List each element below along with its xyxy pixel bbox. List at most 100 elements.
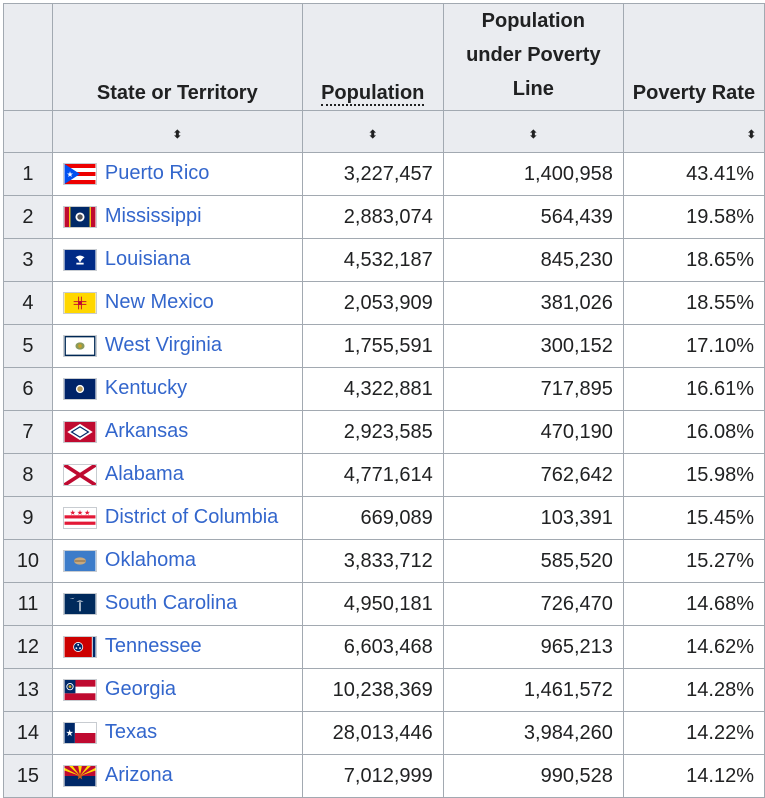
state-cell: Kentucky bbox=[51, 367, 303, 411]
state-link[interactable]: West Virginia bbox=[104, 334, 222, 357]
population-cell: 1,755,591 bbox=[301, 324, 444, 368]
state-link[interactable]: Arizona bbox=[104, 764, 173, 787]
poverty-rate-cell: 14.68% bbox=[622, 582, 765, 626]
state-link[interactable]: New Mexico bbox=[104, 291, 214, 314]
table-row: 4 New Mexico 2,053,909 381,026 18.55% bbox=[3, 281, 765, 325]
state-header[interactable]: State or Territory bbox=[51, 3, 303, 111]
new-mexico-flag-icon[interactable] bbox=[62, 292, 97, 315]
rank-cell: 3 bbox=[3, 238, 53, 282]
table-row: 10 Oklahoma 3,833,712 585,520 15.27% bbox=[3, 539, 765, 583]
georgia-flag-icon[interactable] bbox=[62, 679, 97, 702]
population-sort-button[interactable]: ⬍ bbox=[301, 110, 444, 153]
rank-cell: 5 bbox=[3, 324, 53, 368]
poverty-rate-cell: 43.41% bbox=[622, 152, 765, 196]
state-cell: District of Columbia bbox=[51, 496, 303, 540]
state-link[interactable]: District of Columbia bbox=[104, 506, 279, 529]
state-sort-button[interactable]: ⬍ bbox=[51, 110, 303, 153]
table-row: 7 Arkansas 2,923,585 470,190 16.08% bbox=[3, 410, 765, 454]
table-row: 8 Alabama 4,771,614 762,642 15.98% bbox=[3, 453, 765, 497]
kentucky-flag-icon[interactable] bbox=[62, 378, 97, 401]
sort-icon: ⬍ bbox=[172, 128, 182, 141]
state-link[interactable]: Oklahoma bbox=[104, 549, 197, 572]
rank-cell: 8 bbox=[3, 453, 53, 497]
sort-icon: ⬍ bbox=[368, 128, 378, 141]
poverty-rate-cell: 19.58% bbox=[622, 195, 765, 239]
poverty-population-cell: 3,984,260 bbox=[442, 711, 624, 755]
state-link[interactable]: Tennessee bbox=[104, 635, 202, 658]
population-cell: 10,238,369 bbox=[301, 668, 444, 712]
louisiana-flag-icon[interactable] bbox=[62, 249, 97, 272]
alabama-flag-icon[interactable] bbox=[62, 464, 97, 487]
state-cell: Tennessee bbox=[51, 625, 303, 669]
state-cell: Alabama bbox=[51, 453, 303, 497]
poverty-population-cell: 717,895 bbox=[442, 367, 624, 411]
state-link[interactable]: Kentucky bbox=[104, 377, 188, 400]
tennessee-flag-icon[interactable] bbox=[62, 636, 97, 659]
arkansas-flag-icon[interactable] bbox=[62, 421, 97, 444]
south-carolina-flag-icon[interactable] bbox=[62, 593, 97, 616]
population-cell: 669,089 bbox=[301, 496, 444, 540]
rank-cell: 6 bbox=[3, 367, 53, 411]
poverty-population-cell: 381,026 bbox=[442, 281, 624, 325]
state-cell: Oklahoma bbox=[51, 539, 303, 583]
state-cell: West Virginia bbox=[51, 324, 303, 368]
poverty-table: State or Territory Population Population… bbox=[3, 3, 765, 798]
poverty-rate-cell: 16.61% bbox=[622, 367, 765, 411]
rank-cell: 2 bbox=[3, 195, 53, 239]
poverty-rate-cell: 14.28% bbox=[622, 668, 765, 712]
population-cell: 3,833,712 bbox=[301, 539, 444, 583]
poverty-rate-cell: 15.27% bbox=[622, 539, 765, 583]
population-cell: 28,013,446 bbox=[301, 711, 444, 755]
poverty-population-cell: 103,391 bbox=[442, 496, 624, 540]
table-row: 3 Louisiana 4,532,187 845,230 18.65% bbox=[3, 238, 765, 282]
population-cell: 3,227,457 bbox=[301, 152, 444, 196]
mississippi-flag-icon[interactable] bbox=[62, 206, 97, 229]
state-link[interactable]: Louisiana bbox=[104, 248, 191, 271]
puerto-rico-flag-icon[interactable] bbox=[62, 163, 97, 186]
rank-cell: 1 bbox=[3, 152, 53, 196]
texas-flag-icon[interactable] bbox=[62, 722, 97, 745]
district-of-columbia-flag-icon[interactable] bbox=[62, 507, 97, 530]
table-row: 6 Kentucky 4,322,881 717,895 16.61% bbox=[3, 367, 765, 411]
poverty-rate-cell: 14.62% bbox=[622, 625, 765, 669]
poverty-population-cell: 300,152 bbox=[442, 324, 624, 368]
poverty-population-cell: 470,190 bbox=[442, 410, 624, 454]
state-link[interactable]: Texas bbox=[104, 721, 158, 744]
state-cell: New Mexico bbox=[51, 281, 303, 325]
rank-cell: 10 bbox=[3, 539, 53, 583]
poverty-population-cell: 1,400,958 bbox=[442, 152, 624, 196]
poverty-rate-cell: 14.22% bbox=[622, 711, 765, 755]
rank-cell: 9 bbox=[3, 496, 53, 540]
table-row: 13 Georgia 10,238,369 1,461,572 14.28% bbox=[3, 668, 765, 712]
rank-cell: 12 bbox=[3, 625, 53, 669]
table-row: 2 Mississippi 2,883,074 564,439 19.58% bbox=[3, 195, 765, 239]
state-link[interactable]: Mississippi bbox=[104, 205, 202, 228]
poverty-population-header[interactable]: Population under Poverty Line bbox=[442, 3, 624, 111]
rank-sort-cell bbox=[3, 110, 53, 153]
table-row: 5 West Virginia 1,755,591 300,152 17.10% bbox=[3, 324, 765, 368]
arizona-flag-icon[interactable] bbox=[62, 765, 97, 788]
population-header-label: Population bbox=[321, 82, 425, 106]
poverty-population-cell: 762,642 bbox=[442, 453, 624, 497]
table-row: 12 Tennessee 6,603,468 965,213 14.62% bbox=[3, 625, 765, 669]
rank-header bbox=[3, 3, 53, 111]
poverty-rate-sort-button[interactable]: ⬍ bbox=[622, 110, 765, 153]
poverty-population-sort-button[interactable]: ⬍ bbox=[442, 110, 624, 153]
state-cell: Arkansas bbox=[51, 410, 303, 454]
rank-cell: 11 bbox=[3, 582, 53, 626]
state-link[interactable]: South Carolina bbox=[104, 592, 238, 615]
poverty-rate-header[interactable]: Poverty Rate bbox=[622, 3, 765, 111]
oklahoma-flag-icon[interactable] bbox=[62, 550, 97, 573]
poverty-rate-cell: 18.65% bbox=[622, 238, 765, 282]
state-cell: Georgia bbox=[51, 668, 303, 712]
table-row: 1 Puerto Rico 3,227,457 1,400,958 43.41% bbox=[3, 152, 765, 196]
state-link[interactable]: Georgia bbox=[104, 678, 177, 701]
poverty-rate-cell: 17.10% bbox=[622, 324, 765, 368]
population-header[interactable]: Population bbox=[301, 3, 444, 111]
state-link[interactable]: Arkansas bbox=[104, 420, 189, 443]
state-link[interactable]: Puerto Rico bbox=[104, 162, 210, 185]
state-cell: Louisiana bbox=[51, 238, 303, 282]
west-virginia-flag-icon[interactable] bbox=[62, 335, 97, 358]
state-link[interactable]: Alabama bbox=[104, 463, 184, 486]
state-cell: Mississippi bbox=[51, 195, 303, 239]
